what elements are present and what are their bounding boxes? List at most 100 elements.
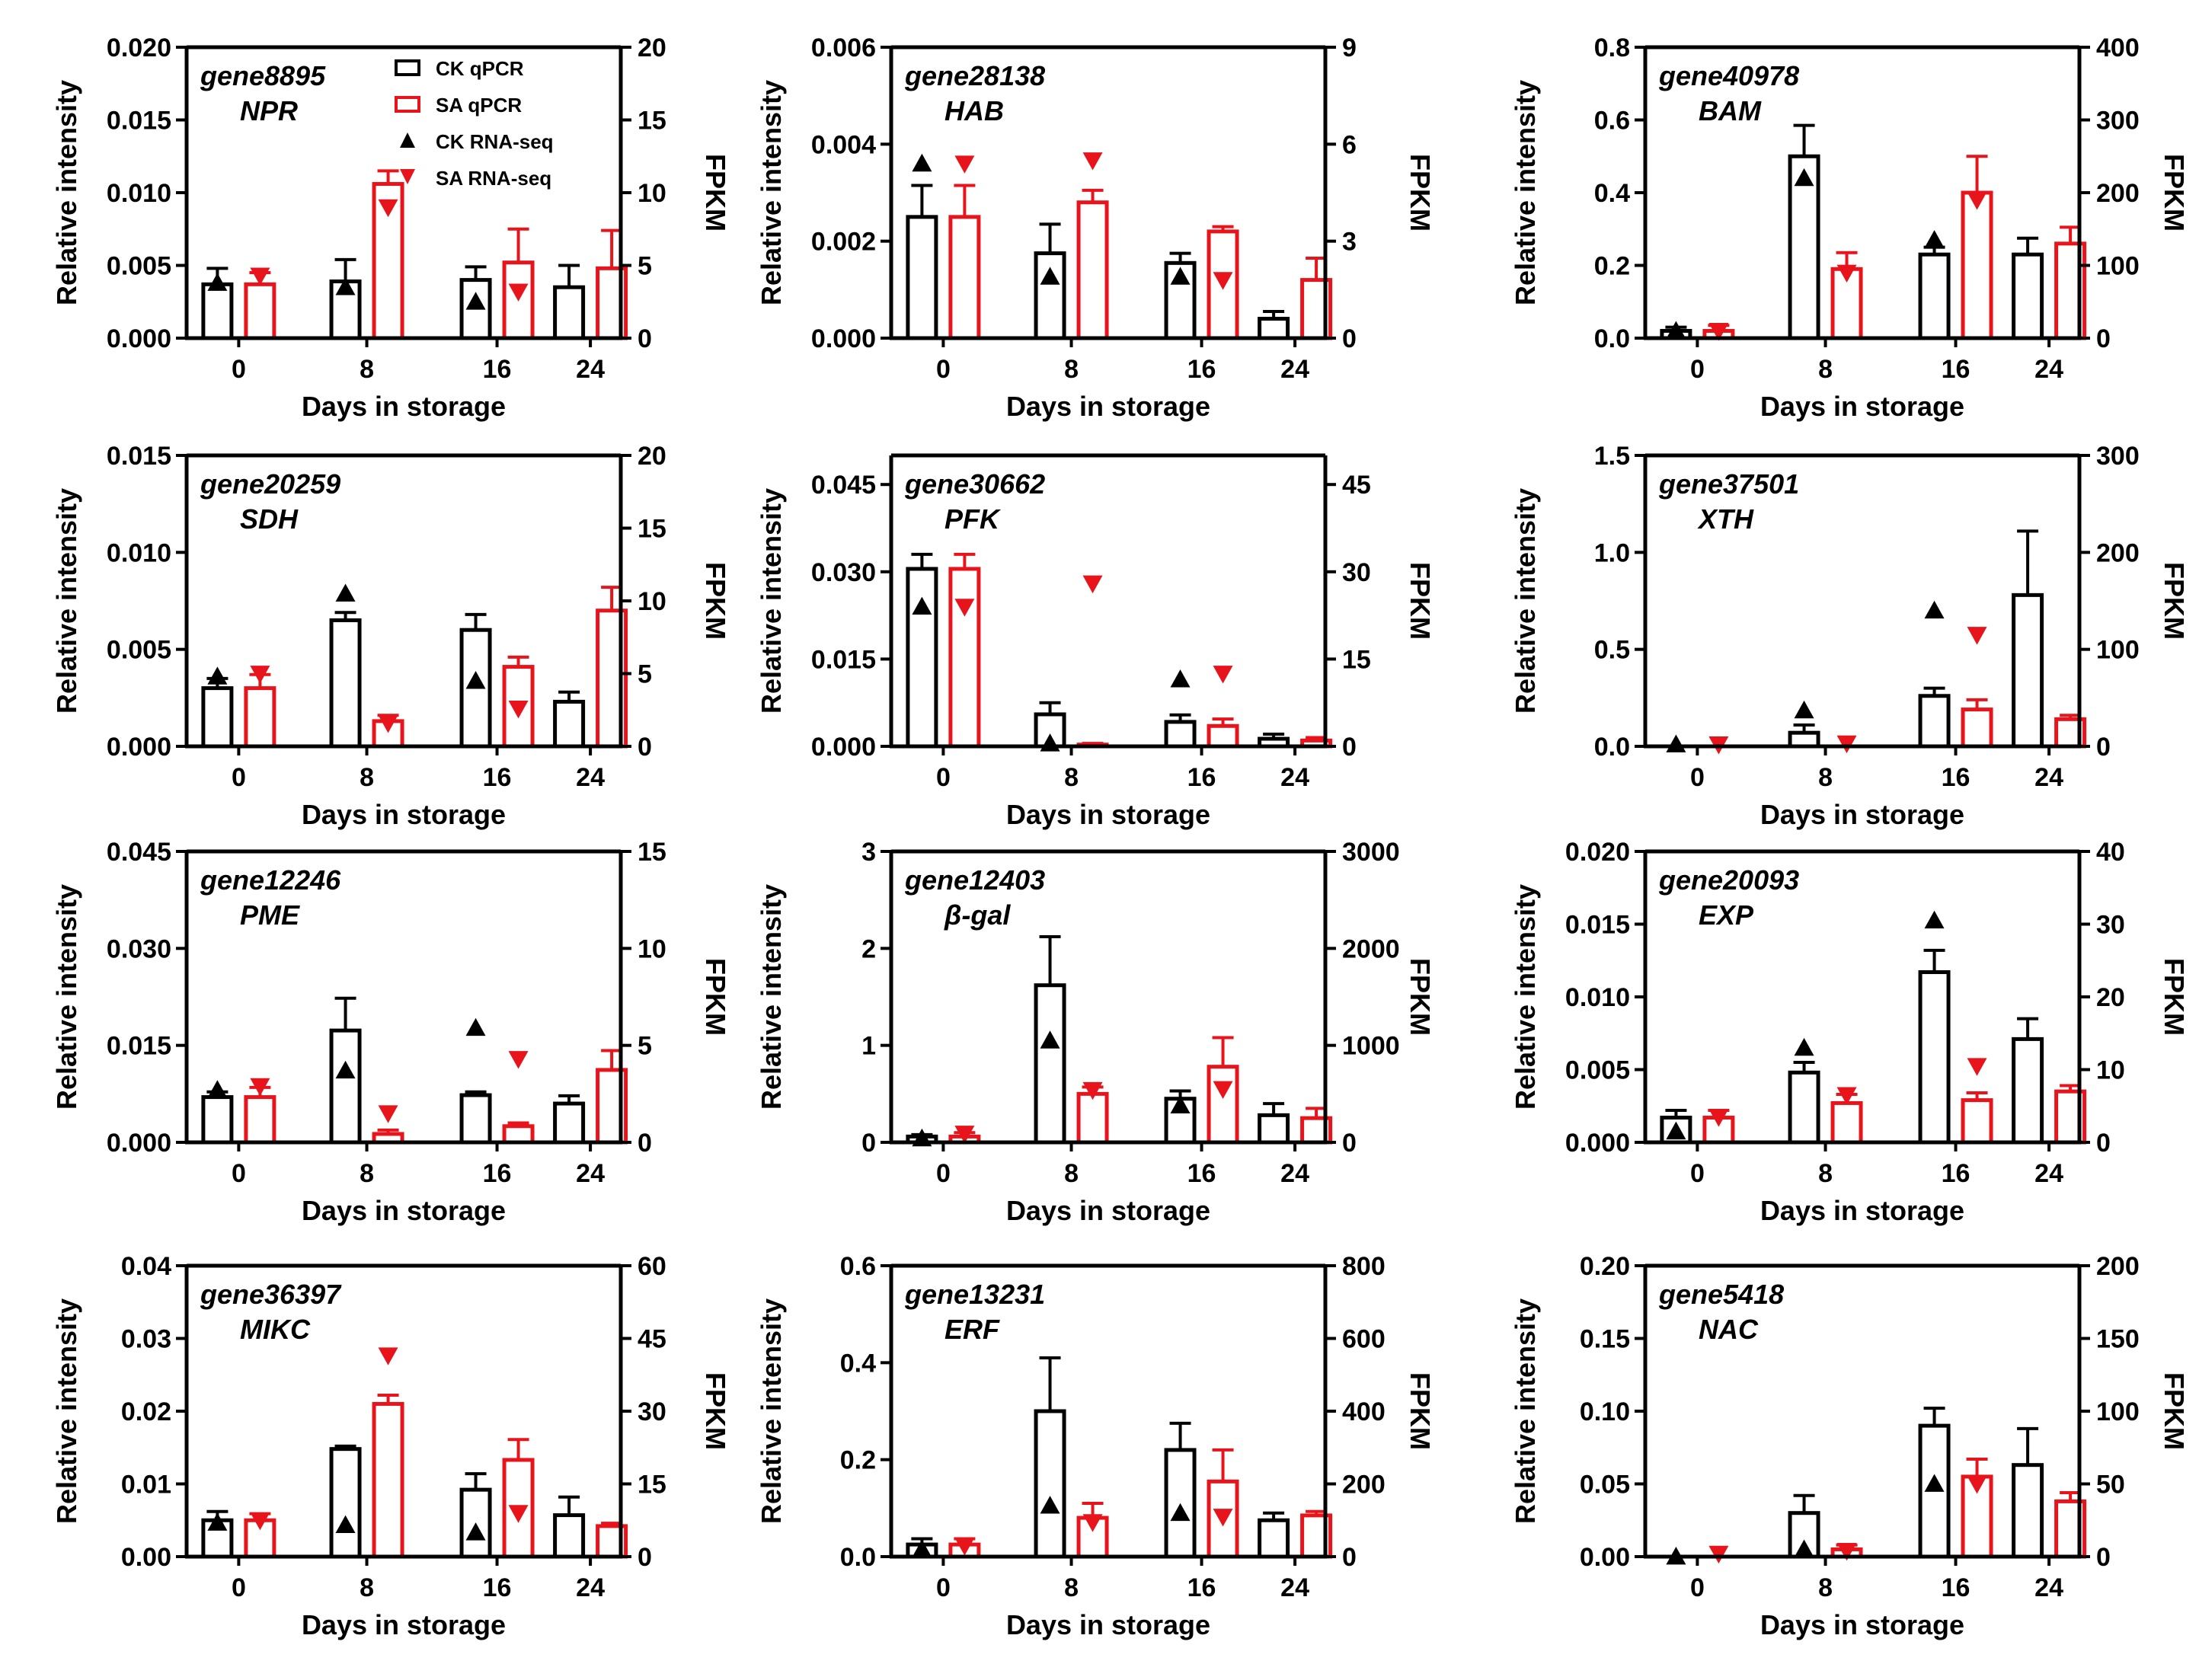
sa-rnaseq-marker-8 (1836, 1542, 1857, 1561)
x-tick-label: 8 (1064, 355, 1079, 384)
sa-qpcr-bar-0 (244, 686, 276, 749)
sa-qpcr-bar-16 (1207, 723, 1239, 749)
y-tick-label: 0.6 (840, 1252, 876, 1281)
y2-tick-label: 6 (1342, 130, 1357, 159)
y2-tick-label: 30 (638, 1397, 666, 1426)
sa-rnaseq-marker-8 (1082, 1081, 1103, 1100)
x-tick-label: 8 (360, 355, 374, 384)
y2-tick-label: 10 (638, 934, 666, 963)
sa-qpcr-bar-16 (1207, 229, 1239, 340)
x-tick-label: 0 (232, 763, 246, 792)
ck-qpcr-bar-8 (1788, 730, 1820, 749)
ck-rnaseq-marker-16 (465, 671, 486, 689)
y-tick-label: 0.2 (1594, 252, 1630, 281)
ck-rnaseq-marker-8 (1794, 168, 1814, 187)
y2-tick-label: 0 (1342, 1543, 1357, 1572)
ck-rnaseq-marker-8 (335, 1515, 356, 1534)
ck-rnaseq-marker-0 (1666, 1121, 1686, 1140)
sa-rnaseq-marker-0 (954, 599, 975, 617)
y-axis-label: Relative intensity (1510, 884, 1541, 1110)
gene-name: MIKC (240, 1314, 311, 1345)
sa-qpcr-bar-0 (948, 215, 981, 340)
y2-axis-label: FPKM (700, 1372, 731, 1450)
ck-rnaseq-marker-8 (335, 1060, 356, 1079)
sa-qpcr-bar-16 (502, 1124, 535, 1145)
sa-qpcr-bar-8 (1076, 1091, 1109, 1145)
ck-rnaseq-marker-16 (1924, 1474, 1945, 1492)
ck-qpcr-bar-24 (553, 1101, 586, 1145)
x-tick-label: 24 (576, 1573, 605, 1602)
sa-rnaseq-marker-0 (954, 1538, 975, 1556)
gene-name: EXP (1699, 899, 1754, 931)
y2-tick-label: 0 (638, 324, 652, 353)
y-tick-label: 0.000 (107, 324, 171, 353)
y2-tick-label: 10 (2096, 1056, 2125, 1085)
panel-gene13231: 0.0 0.2 0.4 0.6 0 200 400 600 800 0 8 16 24 Days in s… (756, 1252, 1436, 1640)
sa-rnaseq-marker-0 (1708, 1109, 1729, 1127)
sa-rnaseq-marker-16 (508, 1051, 529, 1069)
ck-qpcr-bar-24 (1258, 317, 1290, 340)
y-tick-label: 0.000 (1565, 1129, 1630, 1158)
y-tick-label: 0.6 (1594, 107, 1630, 136)
sa-rnaseq-marker-16 (1967, 1058, 1987, 1076)
ck-qpcr-bar-0 (201, 282, 234, 340)
sa-rnaseq-marker-0 (250, 666, 270, 684)
y2-tick-label: 0 (638, 1543, 652, 1572)
y2-axis-label: FPKM (1405, 1372, 1436, 1450)
ck-qpcr-bar-8 (329, 618, 362, 749)
x-tick-label: 16 (1187, 355, 1216, 384)
y2-tick-label: 400 (2096, 34, 2140, 62)
ck-qpcr-bar-0 (906, 215, 938, 340)
x-axis-label: Days in storage (1760, 1195, 1964, 1226)
y-tick-label: 0.015 (1565, 911, 1630, 940)
sa-rnaseq-marker-16 (508, 283, 529, 302)
sa-qpcr-bar-16 (1961, 1098, 1993, 1145)
y-axis-label: Relative intensity (756, 1298, 787, 1524)
y-tick-label: 1.0 (1594, 538, 1630, 567)
x-tick-label: 24 (1280, 1573, 1309, 1602)
ck-qpcr-bar-0 (201, 686, 234, 749)
sa-rnaseq-marker-8 (1082, 152, 1103, 171)
x-tick-label: 0 (1690, 763, 1705, 792)
y-tick-label: 3 (861, 838, 876, 867)
y-tick-label: 0.010 (1565, 983, 1630, 1012)
x-tick-label: 0 (936, 1573, 951, 1602)
gene-id: gene20259 (200, 468, 340, 500)
y2-tick-label: 100 (2096, 636, 2140, 665)
y2-tick-label: 300 (2096, 442, 2140, 471)
y-tick-label: 0.0 (840, 1543, 876, 1572)
ck-rnaseq-marker-8 (1794, 1037, 1814, 1056)
y-axis-label: Relative intensity (1510, 488, 1541, 714)
sa-rnaseq-marker-16 (1213, 666, 1233, 684)
y2-tick-label: 0 (2096, 1129, 2111, 1158)
ck-qpcr-bar-16 (1918, 252, 1951, 340)
y2-tick-label: 20 (2096, 983, 2125, 1012)
ck-rnaseq-marker-8 (335, 277, 356, 295)
y-tick-label: 0.000 (811, 324, 876, 353)
ck-rnaseq-marker-16 (1924, 910, 1945, 929)
x-tick-label: 8 (360, 763, 374, 792)
x-tick-label: 16 (483, 1573, 512, 1602)
legend-label-sa_qpcr: SA qPCR (436, 94, 522, 117)
panel-gene30662: 0.000 0.015 0.030 0.045 0 15 30 45 0 8 16 24 Days in… (756, 453, 1436, 830)
y-tick-label: 0.05 (1580, 1471, 1630, 1500)
y2-tick-label: 9 (1342, 34, 1357, 62)
y-tick-label: 0.015 (107, 107, 171, 136)
x-tick-label: 16 (1942, 1573, 1970, 1602)
ck-qpcr-bar-16 (1164, 720, 1197, 749)
panel-gene20259: 0.000 0.005 0.010 0.015 0 5 10 15 20 0 8 16 24 Days i… (51, 442, 731, 830)
sa-rnaseq-marker-8 (378, 715, 398, 733)
x-tick-label: 0 (936, 763, 951, 792)
ck-rnaseq-marker-16 (1924, 230, 1945, 248)
ck-rnaseq-marker-0 (207, 1080, 228, 1098)
x-tick-label: 8 (1818, 355, 1833, 384)
y-tick-label: 0.005 (1565, 1056, 1630, 1085)
y-tick-label: 2 (861, 934, 876, 963)
sa-rnaseq-marker-8 (378, 1105, 398, 1123)
ck-qpcr-bar-16 (459, 1093, 492, 1145)
x-tick-label: 24 (576, 763, 605, 792)
y-tick-label: 0.020 (1565, 838, 1630, 867)
x-axis-label: Days in storage (302, 799, 506, 830)
y2-axis-label: FPKM (2159, 562, 2190, 640)
